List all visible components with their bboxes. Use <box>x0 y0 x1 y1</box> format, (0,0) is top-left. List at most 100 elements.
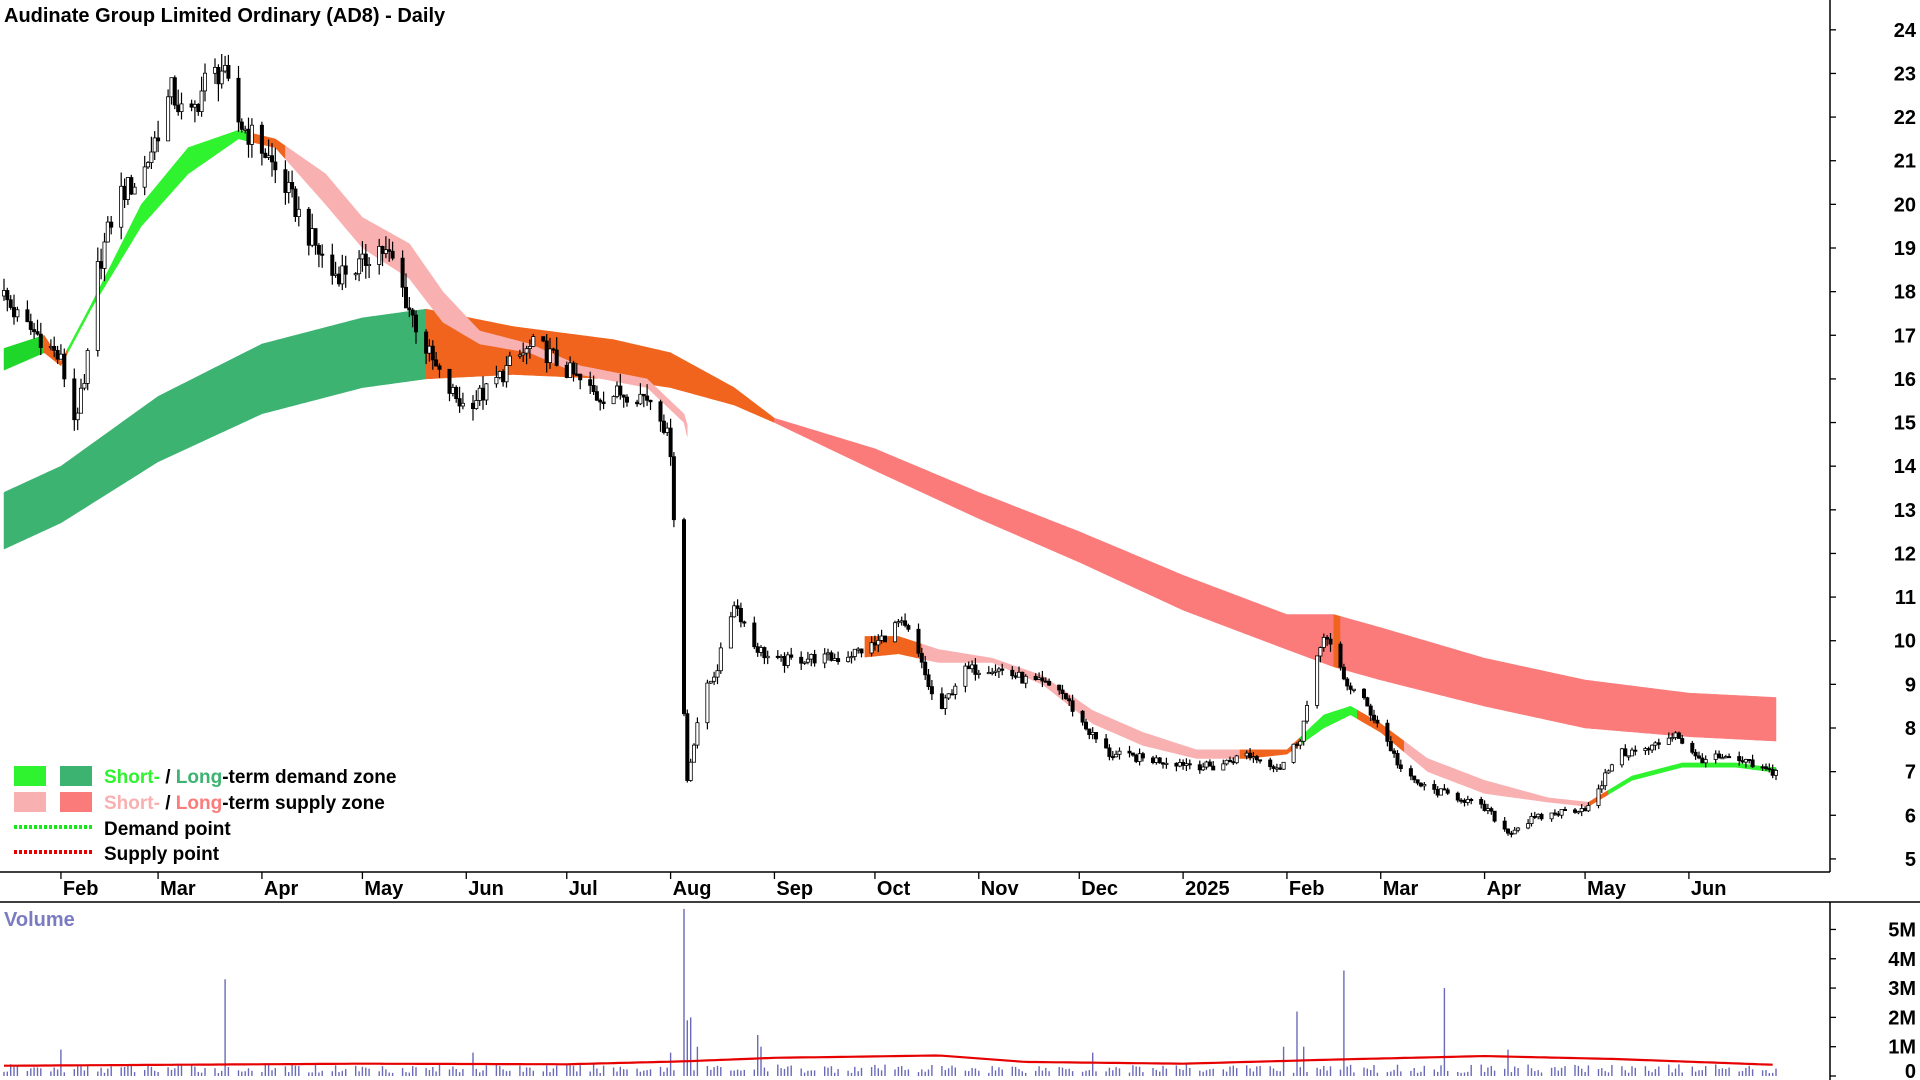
candle-body <box>142 166 147 188</box>
candle-body <box>336 273 341 285</box>
candle-body <box>973 664 978 675</box>
price-tick-label: 20 <box>1894 194 1916 216</box>
candle-body <box>869 642 874 654</box>
candle-body <box>1291 743 1296 763</box>
candle-body <box>477 387 482 401</box>
candle-body <box>48 345 53 348</box>
candle-body <box>879 635 884 641</box>
candle-body <box>1040 677 1045 682</box>
candle-body <box>755 646 760 653</box>
candle-body <box>383 249 388 254</box>
candle-body <box>1298 740 1303 746</box>
price-tick-label: 7 <box>1905 762 1916 784</box>
candle-body <box>28 321 33 330</box>
candle-body <box>735 605 740 609</box>
candle-body <box>1110 756 1115 759</box>
candle-body <box>1301 720 1306 742</box>
candle-body <box>521 352 526 356</box>
legend: Short- / Long-term demand zone Short- / … <box>14 766 396 865</box>
candle-body <box>1274 767 1279 770</box>
price-tick-label: 13 <box>1894 500 1916 522</box>
candle-body <box>1720 757 1725 760</box>
candle-body <box>1489 808 1494 812</box>
candle-body <box>648 399 653 403</box>
candle-body <box>1174 762 1179 767</box>
candle-body <box>859 648 864 654</box>
candle-body <box>79 387 84 414</box>
candle-body <box>1388 741 1393 752</box>
candle-body <box>320 253 325 256</box>
candle-body <box>1211 765 1216 771</box>
candle-body <box>1653 742 1658 746</box>
candle-body <box>156 137 161 142</box>
candle-body <box>929 686 934 695</box>
candle-body <box>1351 688 1356 691</box>
candle-body <box>943 697 948 709</box>
candle-body <box>1650 744 1655 751</box>
candle-body <box>105 221 110 243</box>
candle-body <box>340 265 345 285</box>
candle-body <box>779 656 784 659</box>
candle-body <box>1043 680 1048 683</box>
candle-body <box>1415 779 1420 784</box>
candle-body <box>601 401 606 405</box>
candle-body <box>1228 759 1233 762</box>
candle-body <box>1626 755 1631 758</box>
candle-body <box>993 670 998 673</box>
candle-body <box>313 228 318 246</box>
candle-body <box>1187 763 1192 766</box>
candle-body <box>273 161 278 171</box>
candle-body <box>1114 753 1119 758</box>
x-tick-label: Jun <box>468 878 504 900</box>
candle-body <box>1556 813 1561 816</box>
legend-supply-point: Supply point <box>104 844 220 865</box>
candle-body <box>638 393 643 405</box>
candle-body <box>822 653 827 664</box>
candle-body <box>712 676 717 682</box>
candle-body <box>1633 749 1638 752</box>
price-tick-label: 11 <box>1895 587 1916 609</box>
candle-body <box>1764 766 1769 769</box>
candle-body <box>946 693 951 699</box>
candle-body <box>1435 789 1440 796</box>
candle-body <box>554 349 559 366</box>
candle-body <box>202 72 207 92</box>
price-tick-label: 21 <box>1894 151 1916 173</box>
x-tick-label: Mar <box>1383 878 1419 900</box>
price-tick-label: 14 <box>1894 456 1917 478</box>
candle-body <box>1740 760 1745 763</box>
candle-body <box>966 665 971 670</box>
candle-body <box>832 658 837 661</box>
candle-body <box>1134 754 1139 762</box>
candle-body <box>1017 671 1022 678</box>
candle-body <box>1338 643 1343 668</box>
x-tick-label: Jun <box>1691 878 1727 900</box>
candle-body <box>517 354 522 357</box>
candle-body <box>1606 770 1611 774</box>
legend-swatch-short-term-supply <box>14 792 46 812</box>
candle-body <box>1693 751 1698 757</box>
candle-body <box>728 616 733 649</box>
candle-body <box>551 348 556 351</box>
candle-body <box>578 373 583 381</box>
candle-body <box>410 309 415 316</box>
candle-body <box>541 336 546 342</box>
candle-body <box>357 258 362 275</box>
candle-body <box>1315 655 1320 706</box>
x-tick-label: Nov <box>981 878 1020 900</box>
x-tick-label: Feb <box>1289 878 1325 900</box>
candle-body <box>658 401 663 422</box>
candle-body <box>1727 756 1732 759</box>
candle-body <box>246 128 251 145</box>
candle-body <box>283 169 288 193</box>
legend-demand-long-label: Long <box>176 767 222 788</box>
price-tick-label: 19 <box>1894 238 1916 260</box>
candle-body <box>290 181 295 190</box>
candle-body <box>1539 813 1544 820</box>
candle-body <box>1559 809 1564 816</box>
candle-body <box>1418 782 1423 787</box>
candle-body <box>1680 738 1685 744</box>
candle-body <box>591 384 596 392</box>
candle-body <box>1512 829 1517 835</box>
